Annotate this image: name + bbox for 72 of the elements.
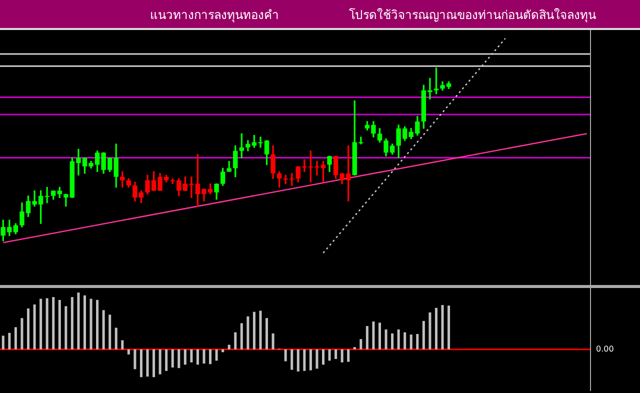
bar [340, 349, 344, 362]
bar [240, 323, 243, 350]
bar [378, 322, 381, 350]
bar [2, 336, 4, 350]
bar [410, 334, 412, 350]
bar [322, 349, 324, 365]
bar [146, 349, 149, 377]
bar [102, 310, 105, 350]
bar [140, 349, 142, 378]
bar [33, 304, 36, 350]
bar [158, 349, 162, 374]
bar [83, 295, 86, 350]
bar [40, 298, 42, 350]
bar [334, 349, 338, 359]
bar [134, 349, 136, 370]
bar [316, 349, 318, 369]
bar [64, 306, 68, 350]
bar [165, 349, 168, 371]
bar [228, 344, 230, 350]
bar [328, 349, 331, 361]
bar [428, 312, 432, 350]
bar [58, 300, 61, 350]
bar [152, 349, 156, 378]
bar [209, 349, 212, 364]
bar [434, 308, 438, 350]
bar [26, 308, 30, 350]
bar [441, 305, 444, 350]
bar [252, 312, 256, 350]
ref-line-label: 0.00 [596, 344, 614, 354]
bar [384, 329, 388, 350]
bar [448, 306, 450, 350]
bar [259, 310, 262, 350]
bar [303, 349, 306, 371]
bar [416, 334, 419, 350]
bar [234, 332, 237, 350]
bar [121, 340, 124, 350]
bar [404, 332, 406, 350]
bar [422, 320, 425, 350]
bar [284, 349, 287, 362]
bar [215, 349, 218, 361]
bar [52, 297, 55, 350]
bar [171, 349, 174, 368]
bar [290, 349, 294, 370]
bar [8, 332, 11, 350]
bar [127, 349, 130, 354]
chart-subtitle: โปรดใช้วิจารณญาณของท่านก่อนตัดสินใจลงทุน [349, 6, 596, 24]
bar [296, 349, 300, 372]
bar [202, 349, 206, 364]
bar [366, 326, 368, 350]
bar [272, 333, 274, 350]
bar [77, 292, 80, 350]
bar [347, 349, 350, 362]
bar [391, 333, 394, 350]
bar [190, 349, 193, 362]
bar [184, 349, 186, 365]
bar [114, 328, 118, 350]
bar [360, 339, 362, 350]
bar [90, 298, 92, 350]
bar [96, 300, 99, 350]
bar [372, 322, 375, 350]
chart-title: แนวทางการลงทุนทองคำ [150, 6, 279, 24]
bar [20, 318, 24, 350]
bar [266, 318, 268, 350]
bar [70, 297, 74, 350]
bar [196, 349, 199, 365]
bar [178, 349, 180, 368]
bar [246, 316, 250, 350]
bar [309, 349, 312, 370]
bar [46, 298, 48, 350]
bar [14, 327, 17, 350]
bar [108, 314, 112, 350]
bar [397, 329, 400, 350]
